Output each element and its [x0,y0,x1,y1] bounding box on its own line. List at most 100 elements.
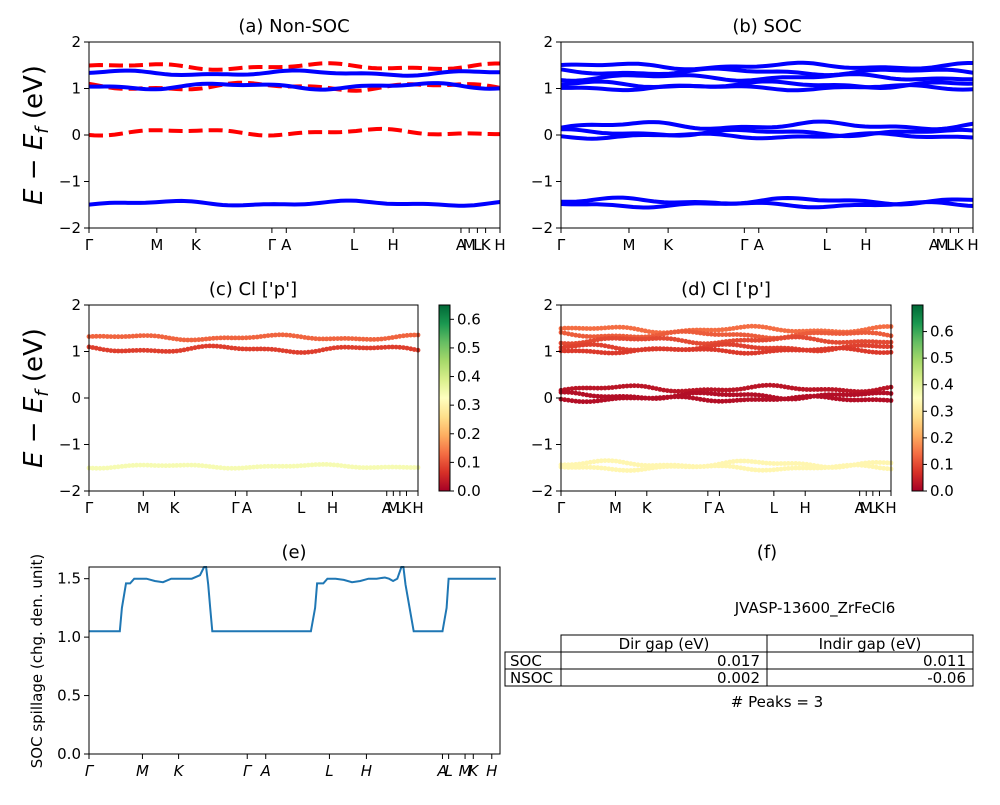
panel-d-point [598,394,604,399]
panel-c-point [371,345,377,351]
panel-c-point [181,347,187,353]
panel-d-point [760,345,766,351]
panel-c-point [137,347,143,353]
panel-c-point [196,463,202,468]
panel-d-point [804,465,810,471]
panel-d-point [639,336,645,342]
panel-d-point [576,391,582,396]
panel-b-xtick-label: M [623,236,636,254]
panel-d-point [569,348,575,354]
panel-d-point [628,468,634,473]
panel-d-point [771,326,777,332]
panel-c-point [174,336,180,342]
panel-d-point [752,345,758,350]
panel-d-point [866,330,872,336]
panel-a-ylabel: E − Ef (eV) [19,65,53,205]
panel-a-ytick-label: 1 [71,80,81,98]
panel-c-xtick-label: K [402,499,413,517]
panel-d-point [840,392,846,398]
panel-d-point [562,348,568,354]
panel-d-point [752,350,758,356]
panel-d-point [789,328,795,334]
panel-d-point [591,326,597,331]
panel-d-point [587,342,593,347]
panel-d-point [587,464,593,470]
panel-d-point [884,324,890,329]
panel-d-point [565,348,571,354]
panel-c-point [342,463,348,469]
panel-c-point [382,464,388,470]
panel-d-point [855,462,861,468]
panel-c-colorbar-tick-label: 0.6 [457,310,481,328]
panel-d-point [598,385,604,391]
panel-d-point [708,391,714,396]
panel-d-point [697,346,703,352]
panel-d-point [851,397,857,403]
panel-b-xtick-label: H [967,236,978,254]
panel-d-point [708,463,714,469]
panel-c-point [408,346,414,352]
panel-d-point [602,394,608,399]
panel-c-point [192,345,198,351]
panel-d-point [562,389,568,395]
panel-d-point [617,384,623,390]
panel-d-point [782,328,788,333]
panel-c-frame [88,304,419,492]
panel-d-point [877,390,883,396]
panel-d-point [595,385,601,391]
panel-d-point [866,326,872,332]
panel-d-point [848,346,854,352]
panel-d-point [613,458,619,464]
panel-c-point [104,334,110,339]
panel-d-point [573,465,579,470]
panel-d-point [826,346,832,351]
panel-d-point [800,386,806,392]
panel-a-xtick-label: M [150,236,163,254]
panel-d-point [767,325,773,331]
panel-d-point [796,394,802,400]
panel-d-point [675,464,681,469]
panel-c-point [316,348,322,353]
panel-d-point [730,392,736,398]
panel-d-point [686,339,692,345]
panel-d-point [833,392,839,397]
panel-d-point [807,347,813,353]
panel-d-point [573,325,579,331]
panel-d-point [672,394,678,400]
panel-d-point [639,467,645,472]
panel-a-band-line [89,61,500,72]
panel-d-title: (d) Cl ['p'] [681,279,771,300]
panel-c-point [159,463,165,468]
panel-c-point [379,345,384,350]
panel-c-point [225,465,231,471]
table-row-nsoc [504,668,974,687]
panel-d-point [723,460,729,466]
panel-d-point [602,458,608,463]
panel-d-point [796,347,802,353]
panel-d-point [639,327,645,333]
panel-d-point [686,347,692,353]
panel-a-xtick-label: Γ [85,236,94,254]
panel-a-ytick-label: −1 [59,173,81,191]
panel-d-point [796,386,802,392]
panel-d-point [778,466,784,472]
panel-d-point [694,340,700,346]
panel-d-point [646,466,652,471]
panel-c-point [331,462,337,468]
panel-c-point [97,465,103,471]
panel-d-point [855,343,861,348]
panel-d-point [679,338,685,343]
panel-d-point [738,324,744,330]
panel-d-point [811,330,817,336]
panel-c-point [404,465,410,470]
panel-c-point [210,335,216,341]
panel-d-point [712,347,718,353]
panel-d-point [668,388,674,394]
panel-d-point [844,392,850,398]
panel-c-xtick-label: A [242,499,253,517]
panel-d-point [657,395,663,400]
panel-c-point [189,462,194,468]
panel-d-point [829,464,835,470]
panel-d-point [584,392,590,398]
